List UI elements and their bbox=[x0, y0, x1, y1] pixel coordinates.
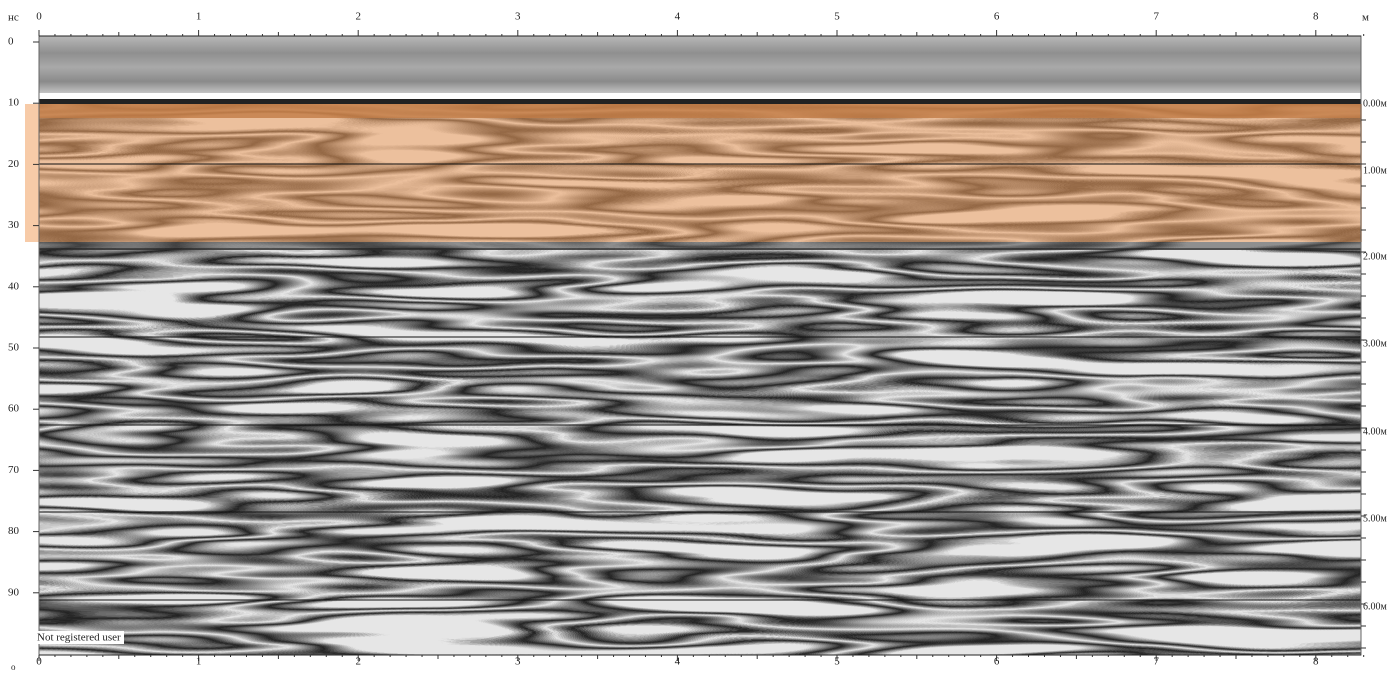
highlight-layer bbox=[25, 104, 1362, 242]
air-wave bbox=[39, 36, 1361, 93]
bottom-tick-label: 3 bbox=[515, 656, 521, 668]
top-tick-label: 7 bbox=[1153, 11, 1159, 23]
bottom-tick-label: 0 bbox=[36, 656, 42, 668]
bottom-tick-label: 2 bbox=[355, 656, 361, 668]
left-tick-label: 40 bbox=[8, 280, 20, 292]
bottom-tick-label: 1 bbox=[196, 656, 202, 668]
bottom-tick-label: 4 bbox=[675, 656, 681, 668]
top-tick-label: 6 bbox=[994, 11, 1000, 23]
bottom-tick-label: 5 bbox=[834, 656, 840, 668]
right-tick-label: 1.00м bbox=[1363, 165, 1388, 176]
top-tick-label: 1 bbox=[196, 11, 202, 23]
air-gap bbox=[39, 93, 1361, 99]
left-tick-label: 60 bbox=[8, 403, 20, 415]
left-tick-label: 10 bbox=[8, 97, 20, 109]
distance-unit: м bbox=[1362, 12, 1369, 24]
top-tick-label: 4 bbox=[675, 11, 681, 23]
watermark: Not registered user bbox=[37, 632, 121, 644]
bottom-tick-label: 8 bbox=[1313, 656, 1319, 668]
right-tick-label: 4.00м bbox=[1363, 426, 1388, 437]
left-tick-label: 70 bbox=[8, 464, 20, 476]
right-tick-label: 0.00м bbox=[1363, 98, 1388, 109]
left-tick-label: 90 bbox=[8, 586, 20, 598]
right-tick-label: 6.00м bbox=[1363, 601, 1388, 612]
bottom-tick-label: 7 bbox=[1153, 656, 1159, 668]
radargram-view: нс м о Not registered user 0123456780123… bbox=[0, 0, 1390, 673]
top-tick-label: 8 bbox=[1313, 11, 1319, 23]
top-tick-label: 3 bbox=[515, 11, 521, 23]
right-tick-label: 3.00м bbox=[1363, 338, 1388, 349]
left-tick-label: 30 bbox=[8, 219, 20, 231]
bottom-unit: о bbox=[11, 662, 16, 672]
top-tick-label: 5 bbox=[834, 11, 840, 23]
right-tick-label: 2.00м bbox=[1363, 251, 1388, 262]
left-tick-label: 20 bbox=[8, 158, 20, 170]
right-tick-label: 5.00м bbox=[1363, 513, 1388, 524]
surface-reflection bbox=[39, 99, 1361, 104]
left-tick-label: 80 bbox=[8, 525, 20, 537]
time-unit: нс bbox=[8, 12, 19, 24]
left-tick-label: 50 bbox=[8, 342, 20, 354]
bottom-tick-label: 6 bbox=[994, 656, 1000, 668]
left-tick-label: 0 bbox=[8, 36, 14, 48]
top-tick-label: 2 bbox=[355, 11, 361, 23]
top-tick-label: 0 bbox=[36, 11, 42, 23]
